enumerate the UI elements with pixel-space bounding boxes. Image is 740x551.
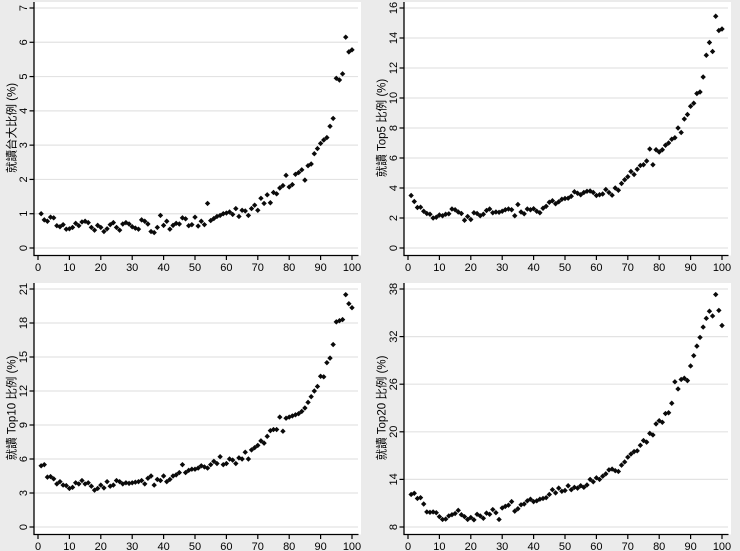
svg-text:30: 30 <box>496 541 508 551</box>
svg-text:0: 0 <box>388 245 400 251</box>
svg-text:0: 0 <box>35 541 41 551</box>
svg-text:就讀 Top20 比例 (%): 就讀 Top20 比例 (%) <box>375 355 389 460</box>
svg-text:2: 2 <box>18 176 30 182</box>
svg-text:9: 9 <box>18 422 30 428</box>
svg-text:30: 30 <box>496 262 508 274</box>
svg-text:40: 40 <box>527 541 539 551</box>
svg-text:50: 50 <box>189 262 201 274</box>
svg-text:21: 21 <box>18 283 30 295</box>
svg-text:70: 70 <box>622 541 634 551</box>
svg-text:60: 60 <box>220 541 232 551</box>
svg-text:18: 18 <box>18 317 30 329</box>
scatter-plot-top5-ratio: 0 2 4 6 8 10 12 14 16 0 10 20 30 40 50 60 70 80 90 100 就讀 To… <box>375 2 732 274</box>
svg-text:8: 8 <box>388 125 400 131</box>
svg-text:70: 70 <box>622 262 634 274</box>
scatter-plot-top20-ratio: 8 14 20 26 32 38 0 10 20 30 40 50 60 70 80 90 100 就讀 Top2… <box>375 283 732 551</box>
svg-text:10: 10 <box>63 541 75 551</box>
svg-text:90: 90 <box>314 541 326 551</box>
svg-text:100: 100 <box>713 541 731 551</box>
svg-text:4: 4 <box>18 108 30 114</box>
svg-text:15: 15 <box>18 351 30 363</box>
svg-text:16: 16 <box>388 2 400 14</box>
svg-text:40: 40 <box>527 262 539 274</box>
svg-text:80: 80 <box>653 262 665 274</box>
svg-text:60: 60 <box>590 262 602 274</box>
svg-text:80: 80 <box>283 262 295 274</box>
svg-text:40: 40 <box>157 541 169 551</box>
panel-top5: 0 2 4 6 8 10 12 14 16 0 10 20 30 40 50 60 70 80 90 100 就讀 To… <box>370 0 740 275</box>
svg-text:90: 90 <box>684 541 696 551</box>
svg-text:50: 50 <box>189 541 201 551</box>
svg-text:90: 90 <box>314 262 326 274</box>
svg-text:10: 10 <box>433 541 445 551</box>
svg-text:30: 30 <box>126 262 138 274</box>
svg-text:20: 20 <box>388 426 400 438</box>
svg-text:8: 8 <box>388 524 400 530</box>
svg-text:70: 70 <box>252 262 264 274</box>
svg-text:20: 20 <box>465 262 477 274</box>
svg-text:50: 50 <box>559 262 571 274</box>
svg-text:6: 6 <box>18 39 30 45</box>
svg-text:6: 6 <box>388 155 400 161</box>
svg-text:14: 14 <box>388 32 400 44</box>
svg-text:20: 20 <box>465 541 477 551</box>
svg-text:100: 100 <box>343 262 361 274</box>
svg-text:0: 0 <box>35 262 41 274</box>
svg-text:1: 1 <box>18 211 30 217</box>
svg-text:10: 10 <box>433 262 445 274</box>
svg-text:0: 0 <box>405 541 411 551</box>
svg-text:就讀台大比例 (%): 就讀台大比例 (%) <box>5 83 19 173</box>
svg-text:12: 12 <box>18 385 30 397</box>
svg-text:14: 14 <box>388 473 400 485</box>
svg-text:10: 10 <box>388 92 400 104</box>
svg-text:26: 26 <box>388 378 400 390</box>
panel-top20: 8 14 20 26 32 38 0 10 20 30 40 50 60 70 80 90 100 就讀 Top2… <box>370 275 740 551</box>
svg-text:7: 7 <box>18 5 30 11</box>
svg-text:20: 20 <box>95 541 107 551</box>
panel-ntu: 0 1 2 3 4 5 6 7 0 10 20 30 40 50 60 70 80 90 100 就讀台大比例 (%) <box>0 0 370 275</box>
svg-text:80: 80 <box>283 541 295 551</box>
svg-text:38: 38 <box>388 283 400 295</box>
svg-text:12: 12 <box>388 62 400 74</box>
svg-text:3: 3 <box>18 490 30 496</box>
svg-text:80: 80 <box>653 541 665 551</box>
svg-text:4: 4 <box>388 185 400 191</box>
svg-text:100: 100 <box>713 262 731 274</box>
svg-text:40: 40 <box>157 262 169 274</box>
scatter-plot-top10-ratio: 0 3 6 9 12 15 18 21 0 10 20 30 40 50 60 70 80 90 100 就讀 Top… <box>5 283 362 551</box>
svg-text:就讀 Top5 比例 (%): 就讀 Top5 比例 (%) <box>375 79 389 178</box>
svg-text:5: 5 <box>18 74 30 80</box>
svg-text:50: 50 <box>559 541 571 551</box>
svg-text:10: 10 <box>63 262 75 274</box>
svg-text:2: 2 <box>388 215 400 221</box>
svg-text:60: 60 <box>590 541 602 551</box>
panel-top10: 0 3 6 9 12 15 18 21 0 10 20 30 40 50 60 70 80 90 100 就讀 Top… <box>0 275 370 551</box>
svg-text:3: 3 <box>18 142 30 148</box>
svg-text:20: 20 <box>95 262 107 274</box>
svg-text:70: 70 <box>252 541 264 551</box>
svg-text:就讀 Top10 比例 (%): 就讀 Top10 比例 (%) <box>5 355 19 460</box>
svg-text:0: 0 <box>405 262 411 274</box>
svg-text:6: 6 <box>18 456 30 462</box>
svg-text:32: 32 <box>388 330 400 342</box>
svg-text:90: 90 <box>684 262 696 274</box>
svg-text:60: 60 <box>220 262 232 274</box>
svg-text:0: 0 <box>18 524 30 530</box>
svg-text:100: 100 <box>343 541 361 551</box>
svg-text:30: 30 <box>126 541 138 551</box>
svg-text:0: 0 <box>18 245 30 251</box>
